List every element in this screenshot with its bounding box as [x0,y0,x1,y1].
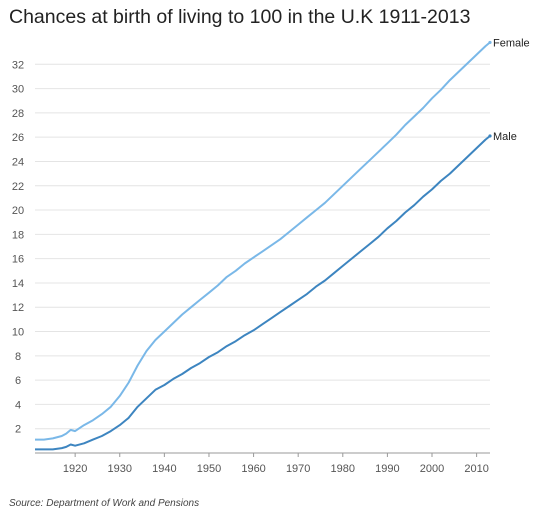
series-labels: Female Male [493,37,530,143]
gridlines [35,63,490,430]
y-tick-label: 30 [12,84,24,96]
y-tick-label: 12 [12,302,24,314]
x-tick-label: 1950 [197,463,221,475]
y-tick-label: 20 [12,205,24,217]
x-axis-tick-labels: 1920 1930 1940 1950 1960 1970 1980 1990 2000 2010 [63,453,489,475]
y-tick-label: 18 [12,229,24,241]
x-tick-label: 1980 [331,463,355,475]
y-tick-label: 22 [12,181,24,193]
y-tick-label: 10 [12,327,24,339]
chart-title: Chances at birth of living to 100 in the… [9,6,471,28]
series-lines [35,40,492,451]
series-line-female [35,41,491,441]
series-label-female: Female [493,37,530,49]
x-tick-label: 1990 [375,463,399,475]
y-tick-label: 26 [12,132,24,144]
x-tick-label: 1960 [241,463,265,475]
x-tick-label: 2000 [420,463,444,475]
y-tick-label: 24 [12,156,24,168]
x-tick-label: 1940 [152,463,176,475]
x-tick-label: 1930 [108,463,132,475]
y-tick-label: 28 [12,108,24,120]
source-note: Source: Department of Work and Pensions [9,498,200,509]
y-tick-label: 8 [15,351,21,363]
y-tick-label: 2 [15,424,21,436]
series-end-point-male [488,134,492,138]
y-tick-label: 16 [12,254,24,266]
series-label-male: Male [493,131,517,143]
x-tick-label: 2010 [464,463,488,475]
y-tick-label: 6 [15,375,21,387]
y-tick-label: 32 [12,59,24,71]
series-line-male [35,135,491,451]
x-tick-label: 1920 [63,463,87,475]
x-tick-label: 1970 [286,463,310,475]
y-tick-label: 14 [12,278,24,290]
series-end-point-female [488,40,492,45]
y-tick-label: 4 [15,399,21,411]
